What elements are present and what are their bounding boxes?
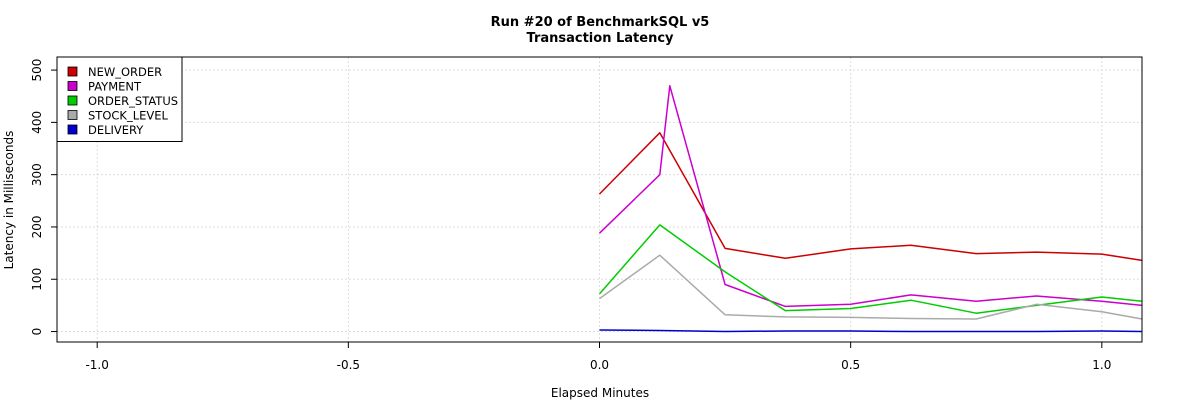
legend-label: STOCK_LEVEL: [88, 109, 169, 123]
x-tick-label: -0.5: [337, 358, 360, 372]
legend-label: ORDER_STATUS: [88, 94, 178, 108]
legend-swatch: [67, 95, 78, 106]
legend-label: NEW_ORDER: [88, 65, 162, 79]
legend-swatch: [67, 124, 78, 135]
y-tick-label: 500: [30, 59, 44, 82]
x-axis-label: Elapsed Minutes: [551, 386, 649, 400]
y-tick-label: 200: [30, 216, 44, 239]
chart-title: Run #20 of BenchmarkSQL v5: [491, 15, 710, 30]
series-line-stock-level: [599, 254, 1143, 320]
legend-label: PAYMENT: [88, 80, 142, 94]
y-axis: 0 100 200 300 400 500: [30, 59, 57, 336]
legend-swatch: [67, 110, 78, 120]
x-tick-label: 1.0: [1092, 358, 1111, 372]
legend-swatch: [67, 66, 78, 77]
legend: NEW_ORDERPAYMENTORDER_STATUSSTOCK_LEVELD…: [56, 56, 183, 142]
chart-subtitle: Transaction Latency: [527, 31, 675, 46]
y-tick-label: 300: [30, 163, 44, 186]
series-lines: [598, 85, 1143, 333]
y-tick-label: 0: [30, 328, 44, 336]
x-tick-label: -1.0: [85, 358, 108, 372]
series-line-payment: [598, 85, 1143, 308]
legend-swatch: [67, 81, 78, 91]
y-tick-label: 400: [30, 111, 44, 134]
series-line-order-status: [598, 224, 1143, 314]
x-tick-label: 0.5: [841, 358, 860, 372]
grid: [57, 57, 1142, 342]
series-line-delivery: [599, 329, 1143, 333]
y-axis-label: Latency in Milliseconds: [2, 131, 16, 270]
plot-border: [56, 56, 1143, 343]
legend-box: [56, 56, 183, 142]
legend-label: DELIVERY: [88, 123, 144, 137]
series-line-new-order: [598, 132, 1143, 262]
y-tick-label: 100: [30, 268, 44, 291]
x-axis: -1.0 -0.5 0.0 0.5 1.0: [85, 342, 1111, 372]
x-tick-label: 0.0: [590, 358, 609, 372]
